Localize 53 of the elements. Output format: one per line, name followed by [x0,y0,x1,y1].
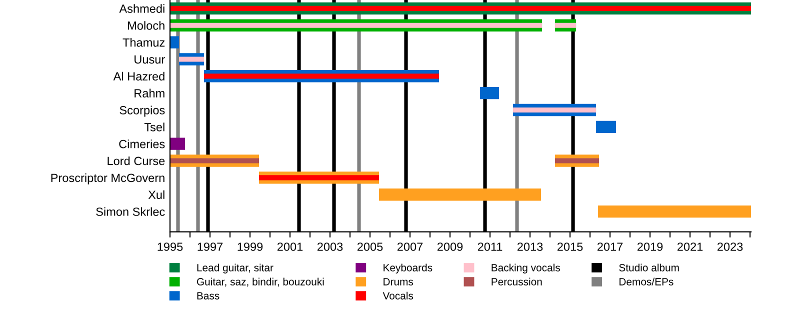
bar [259,175,380,180]
y-tick-label: Al Hazred [113,72,164,81]
y-tick-label: Proscriptor McGovern [51,173,164,184]
y-tick-label: Moloch [128,21,164,30]
legend-label: Studio album [619,264,679,272]
bar [170,138,185,150]
bar [555,158,600,164]
legend-label: Bass [197,292,220,300]
legend-label: Lead guitar, sitar [197,264,274,274]
bar [170,22,542,28]
bar [170,36,179,48]
x-tick-label: 2001 [277,242,303,251]
y-tick-label: Cimeries [119,140,165,148]
bar [170,6,752,11]
x-tick-label: 2015 [557,242,583,251]
y-tick-label: Rahm [134,88,164,98]
x-tick-label: 2009 [437,242,463,251]
y-tick-label: Thamuz [122,38,165,47]
y-tick-label: Uusur [134,55,165,64]
x-tick-label: 2017 [597,242,623,251]
x-tick-label: 2019 [637,242,663,251]
x-tick-label: 2013 [517,242,543,251]
bar [379,188,542,201]
bar [170,158,260,164]
x-tick-label: 2003 [317,242,343,251]
bar [513,107,596,113]
x-tick-label: 2005 [357,242,383,251]
bar [596,120,616,134]
legend-label: Backing vocals [492,264,560,274]
x-tick-label: 2007 [397,242,423,251]
bar [555,22,576,28]
legend-label: Vocals [382,292,414,300]
legend-label: Guitar, saz, bindir, bouzouki [196,278,324,287]
bar [204,74,440,79]
x-tick-label: 1999 [238,242,263,251]
legend-label: Percussion [492,278,542,286]
bar [480,86,500,100]
legend-label: Drums [384,278,414,286]
y-tick-label: Tsel [144,122,164,132]
y-tick-label: Ashmedi [119,4,164,13]
x-tick-label: 2021 [678,242,703,251]
x-tick-label: 2011 [478,242,502,251]
x-tick-label: 1997 [198,242,223,251]
y-tick-label: Scorpios [120,106,165,117]
x-tick-label: 1995 [158,242,183,251]
x-tick-label: 2023 [718,242,743,251]
bar [179,56,204,62]
y-tick-label: Lord Curse [108,156,165,166]
legend-label: Demos/EPs [620,278,674,286]
y-tick-label: Xul [148,190,164,200]
legend-label: Keyboards [384,264,432,274]
y-tick-label: Simon Skrlec [96,207,165,216]
bar [598,205,752,218]
